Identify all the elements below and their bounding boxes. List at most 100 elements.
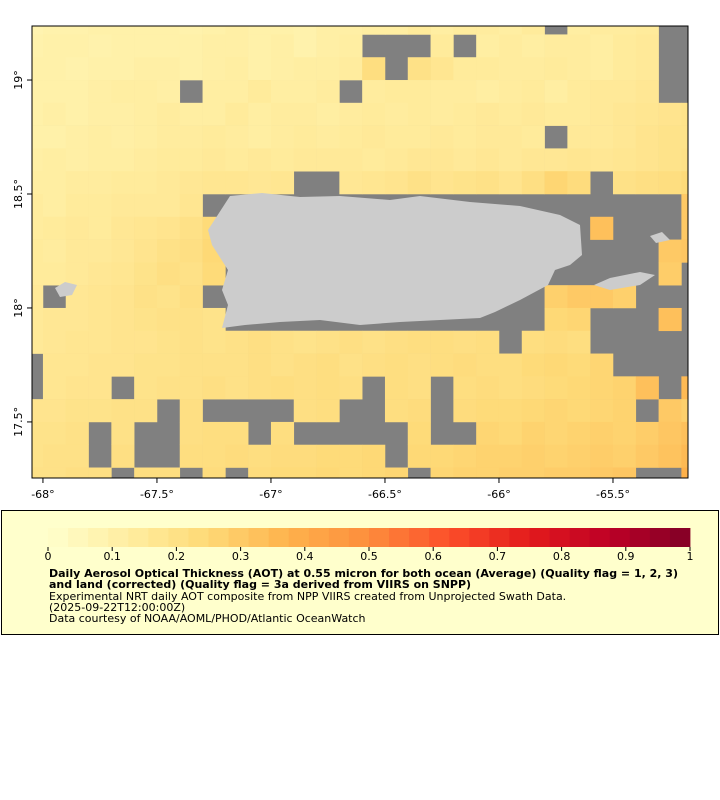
- cell: [681, 102, 688, 126]
- cell: [202, 376, 226, 400]
- cell: [202, 125, 226, 149]
- cell: [521, 125, 545, 149]
- cell: [65, 330, 89, 354]
- cell: [407, 171, 431, 195]
- cell: [612, 399, 637, 423]
- cell: [658, 421, 682, 446]
- cell: [362, 57, 386, 81]
- cell: [202, 34, 226, 58]
- map-title: Daily Aerosol Optical Thickness (AOT) at…: [49, 567, 678, 591]
- cell: [498, 125, 523, 149]
- colorbar-step: [529, 528, 550, 547]
- cell: [202, 307, 226, 332]
- cell: [202, 467, 226, 478]
- cell: [134, 262, 158, 286]
- cell: [658, 102, 682, 126]
- cell: [156, 57, 181, 81]
- cell: [111, 171, 135, 195]
- colorbar-step: [268, 528, 290, 547]
- cell: [544, 148, 568, 172]
- cell: [635, 148, 659, 172]
- cell: [270, 467, 295, 478]
- colorbar-step: [369, 528, 390, 547]
- cell: [42, 239, 67, 263]
- cell: [544, 444, 568, 468]
- colorbar-step: [228, 528, 250, 547]
- colorbar-step: [609, 528, 631, 547]
- cell: [32, 444, 44, 468]
- cell: [270, 353, 295, 377]
- cell: [65, 171, 89, 195]
- cell: [430, 102, 454, 126]
- cell: [293, 148, 317, 172]
- cell: [430, 148, 454, 172]
- cell: [521, 102, 545, 126]
- cell: [612, 376, 637, 400]
- cell: [293, 26, 317, 35]
- cell: [202, 330, 226, 354]
- cell: [156, 80, 181, 104]
- cell: [88, 193, 112, 218]
- cell: [407, 125, 431, 149]
- colorbar-step: [128, 528, 149, 547]
- cell: [521, 148, 545, 172]
- cell: [430, 330, 454, 354]
- cell: [567, 125, 591, 149]
- cell: [498, 376, 523, 400]
- cell: [65, 376, 89, 400]
- cell: [498, 444, 523, 468]
- cell: [134, 125, 158, 149]
- cell: [658, 239, 682, 263]
- cell: [179, 330, 203, 354]
- cell: [339, 57, 363, 81]
- cell: [88, 307, 112, 332]
- colorbar-tick-label: 0.3: [232, 550, 250, 563]
- cell: [134, 467, 158, 478]
- cell: [270, 34, 295, 58]
- cell: [612, 467, 637, 478]
- cell: [156, 353, 181, 377]
- cell: [225, 26, 249, 35]
- cell: [339, 330, 363, 354]
- colorbar-tick-label: 0.9: [617, 550, 635, 563]
- cell: [134, 239, 158, 263]
- cell: [681, 148, 688, 172]
- cell: [362, 330, 386, 354]
- cell: [134, 353, 158, 377]
- colorbar-step: [469, 528, 490, 547]
- cell: [339, 34, 363, 58]
- cell: [88, 57, 112, 81]
- cell: [225, 330, 249, 354]
- cell: [179, 171, 203, 195]
- cell: [248, 148, 272, 172]
- colorbar-step: [108, 528, 129, 547]
- cell: [179, 307, 203, 332]
- cell: [65, 193, 89, 218]
- cell: [567, 26, 591, 35]
- cell: [270, 444, 295, 468]
- cell: [612, 57, 637, 81]
- note: (2025-09-22T12:00:00Z): [49, 601, 186, 614]
- colorbar: 0 0.1 0.2 0.3 0.4 0.5 0.6 0.7 0.8 0.9 1: [45, 528, 694, 563]
- cell: [202, 26, 226, 35]
- cell: [42, 467, 67, 478]
- cell: [32, 467, 44, 478]
- cell: [384, 148, 409, 172]
- cell: [65, 148, 89, 172]
- cell: [544, 80, 568, 104]
- cell: [316, 376, 340, 400]
- cell: [407, 57, 431, 81]
- cell: [612, 102, 637, 126]
- cell: [111, 239, 135, 263]
- cell: [42, 102, 67, 126]
- cell: [567, 467, 591, 478]
- cell: [248, 102, 272, 126]
- cell: [32, 239, 44, 263]
- cell: [476, 171, 500, 195]
- cell: [476, 34, 500, 58]
- cell: [293, 467, 317, 478]
- cell: [384, 26, 409, 35]
- cell: [590, 148, 614, 172]
- cell: [42, 171, 67, 195]
- colorbar-step: [669, 528, 691, 547]
